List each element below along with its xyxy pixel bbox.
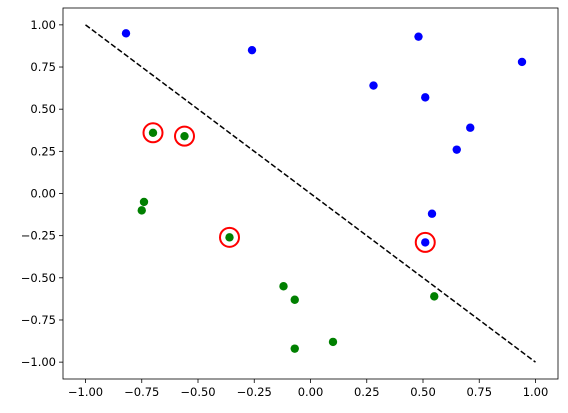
data-point: [421, 238, 430, 247]
x-tick-label: −1.00: [68, 385, 103, 399]
data-point: [430, 292, 439, 301]
data-point: [247, 45, 257, 55]
y-tick-label: 0.00: [30, 187, 56, 201]
x-tick-label: −0.50: [180, 385, 215, 399]
data-point: [369, 81, 378, 90]
data-point: [279, 282, 288, 291]
data-point: [414, 32, 423, 41]
x-tick-label: −0.25: [237, 385, 272, 399]
data-point: [290, 295, 299, 304]
x-tick-label: −0.75: [124, 385, 159, 399]
data-point: [517, 57, 527, 67]
reference-line-layer: [85, 24, 536, 363]
y-tick-label: −0.75: [21, 313, 56, 327]
data-point: [148, 128, 158, 137]
data-point: [180, 131, 189, 141]
x-axis: −1.00 −0.75 −0.50 −0.25 0.00 0.25 0.50 0.75 1.00: [68, 379, 548, 399]
reference-line: [85, 24, 536, 363]
highlight-ring: [142, 122, 164, 144]
x-tick-label: 0.00: [298, 385, 324, 399]
data-point: [290, 344, 299, 353]
data-point: [452, 145, 461, 154]
x-tick-label: 0.75: [466, 385, 492, 399]
x-tick-label: 0.25: [354, 385, 380, 399]
x-tick-label: 0.50: [410, 385, 436, 399]
x-tick-label: 1.00: [523, 385, 549, 399]
data-point: [466, 123, 475, 132]
points-layer: [121, 29, 527, 353]
y-tick-label: −0.25: [21, 229, 56, 243]
data-point: [427, 209, 437, 218]
highlight-ring: [414, 231, 436, 253]
y-tick-label: 0.50: [30, 102, 56, 116]
y-axis: 1.00 0.75 0.50 0.25 0.00 −0.25 −0.50 −0.75 −1.00: [21, 18, 63, 369]
y-tick-label: −0.50: [21, 271, 56, 285]
data-point: [139, 197, 149, 207]
y-tick-label: 0.25: [30, 144, 56, 158]
y-tick-label: −1.00: [21, 355, 56, 369]
data-point: [137, 206, 146, 215]
highlight-layer: [142, 122, 436, 253]
data-point: [225, 233, 234, 242]
y-tick-label: 0.75: [30, 60, 56, 74]
data-point: [121, 29, 131, 38]
highlight-ring: [219, 226, 240, 248]
highlight-ring: [174, 125, 195, 147]
data-point: [328, 337, 338, 347]
data-point: [421, 93, 430, 102]
y-tick-label: 1.00: [30, 18, 56, 32]
